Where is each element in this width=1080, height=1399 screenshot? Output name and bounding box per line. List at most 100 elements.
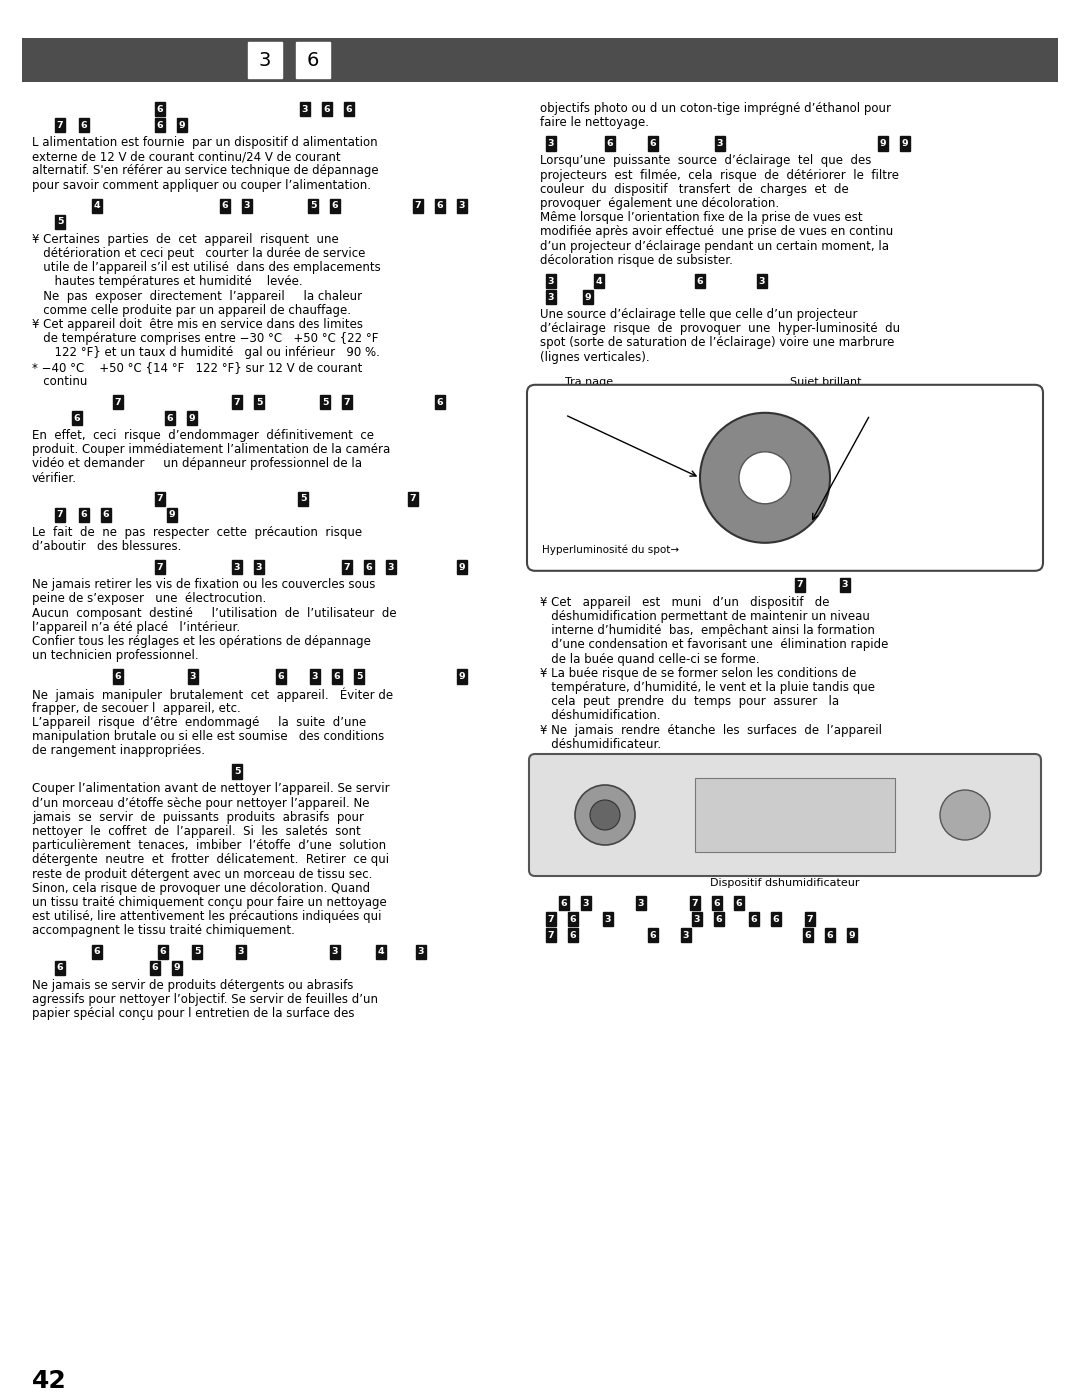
Bar [734,895,744,911]
Bar [156,492,165,506]
Text: couleur  du  dispositif   transfert  de  charges  et  de: couleur du dispositif transfert de charg… [540,183,849,196]
Text: 3: 3 [683,930,689,940]
Text: ¥ Cet appareil doit  être mis en service dans des limites: ¥ Cet appareil doit être mis en service … [32,318,363,332]
Text: 3: 3 [605,915,611,923]
Text: 7: 7 [807,915,813,923]
Text: Ne jamais retirer les vis de fixation ou les couvercles sous: Ne jamais retirer les vis de fixation ou… [32,578,376,592]
Bar [92,944,103,958]
Bar [840,578,850,592]
Bar [696,778,895,852]
FancyBboxPatch shape [529,754,1041,876]
Bar [310,669,320,684]
Bar [308,199,319,213]
Bar [568,928,578,942]
Text: 6: 6 [57,963,64,972]
Text: vidéo et demander     un dépanneur professionnel de la: vidéo et demander un dépanneur professio… [32,457,362,470]
Text: externe de 12 V de courant continu/24 V de courant: externe de 12 V de courant continu/24 V … [32,150,340,164]
Text: faire le nettoyage.: faire le nettoyage. [540,116,649,129]
Bar [878,136,888,151]
Bar [690,895,700,911]
Text: 7: 7 [114,397,121,407]
Text: agressifs pour nettoyer l’objectif. Se servir de feuilles d’un: agressifs pour nettoyer l’objectif. Se s… [32,993,378,1006]
Text: ¥ La buée risque de se former selon les conditions de: ¥ La buée risque de se former selon les … [540,667,856,680]
Text: (lignes verticales).: (lignes verticales). [540,351,650,364]
Text: 6: 6 [697,277,703,285]
Text: 3: 3 [388,562,394,572]
Text: 5: 5 [310,201,316,210]
Text: 6: 6 [436,201,444,210]
Text: 6: 6 [805,930,811,940]
Text: accompagnent le tissu traité chimiquement.: accompagnent le tissu traité chimiquemen… [32,925,295,937]
Text: 6: 6 [152,963,159,972]
Text: 6: 6 [716,915,723,923]
Text: d’aboutir   des blessures.: d’aboutir des blessures. [32,540,181,553]
Text: peine de s’exposer   une  électrocution.: peine de s’exposer une électrocution. [32,592,267,606]
Text: Aucun  composant  destiné     l’utilisation  de  l’utilisateur  de: Aucun composant destiné l’utilisation de… [32,607,396,620]
Bar [435,395,445,409]
Text: 9: 9 [459,562,465,572]
Text: Sinon, cela risque de provoquer une décoloration. Quand: Sinon, cela risque de provoquer une déco… [32,881,370,895]
FancyBboxPatch shape [527,385,1043,571]
Bar [847,928,858,942]
Bar [546,928,556,942]
Text: 5: 5 [234,767,241,776]
Text: décoloration risque de subsister.: décoloration risque de subsister. [540,253,733,267]
Text: 6: 6 [160,947,166,956]
Bar [102,508,111,522]
Text: déshumidificateur.: déshumidificateur. [540,737,661,751]
Text: 3: 3 [548,277,554,285]
Text: déshumidification permettant de maintenir un niveau: déshumidification permettant de mainteni… [540,610,869,623]
Text: 6: 6 [324,105,330,113]
Text: L alimentation est fournie  par un dispositif d alimentation: L alimentation est fournie par un dispos… [32,136,378,150]
Text: Sujet brillant: Sujet brillant [789,376,862,386]
Bar [220,199,230,213]
Bar [79,508,90,522]
Text: 3: 3 [190,672,197,681]
Bar [546,290,556,304]
Text: 3: 3 [459,201,465,210]
Bar [408,492,418,506]
Bar [156,560,165,575]
Bar [167,508,177,522]
Text: 7: 7 [343,562,350,572]
Bar [715,136,725,151]
Text: ¥ Ne  jamais  rendre  étanche  les  surfaces  de  l’appareil: ¥ Ne jamais rendre étanche les surfaces … [540,723,882,737]
Text: 5: 5 [57,217,64,227]
Text: 42: 42 [32,1370,67,1393]
Text: utile de l’appareil s’il est utilisé  dans des emplacements: utile de l’appareil s’il est utilisé dan… [32,262,381,274]
Text: Une source d’éclairage telle que celle d’un projecteur: Une source d’éclairage telle que celle d… [540,308,858,320]
Text: 3: 3 [548,139,554,148]
Bar [254,395,265,409]
Text: 6: 6 [334,672,340,681]
Text: 6: 6 [827,930,834,940]
Text: 6: 6 [94,947,100,956]
Text: 3: 3 [583,898,590,908]
Bar [457,560,468,575]
Bar [714,912,725,926]
Text: provoquer  également une décoloration.: provoquer également une décoloration. [540,197,779,210]
Circle shape [575,785,635,845]
Bar [172,961,183,975]
Bar [546,136,556,151]
Text: comme celle produite par un appareil de chauffage.: comme celle produite par un appareil de … [32,304,351,316]
Bar [248,42,282,78]
Text: de rangement inappropriées.: de rangement inappropriées. [32,744,205,757]
Text: 5: 5 [193,947,201,956]
Bar [232,395,242,409]
Bar [900,136,910,151]
Text: 6: 6 [735,898,742,908]
Text: un tissu traité chimiquement conçu pour faire un nettoyage: un tissu traité chimiquement conçu pour … [32,895,387,909]
Text: Dispositif dshumidificateur: Dispositif dshumidificateur [711,879,860,888]
Bar [594,274,604,288]
Text: 3: 3 [717,139,724,148]
Bar [559,895,569,911]
Bar [276,669,286,684]
Bar [237,944,246,958]
Text: spot (sorte de saturation de l’éclairage) voire une marbrure: spot (sorte de saturation de l’éclairage… [540,336,894,350]
Text: 4: 4 [378,947,384,956]
Text: 3: 3 [234,562,241,572]
Bar [55,961,65,975]
Bar [581,895,591,911]
Text: 6: 6 [346,105,352,113]
Text: 6: 6 [436,397,444,407]
